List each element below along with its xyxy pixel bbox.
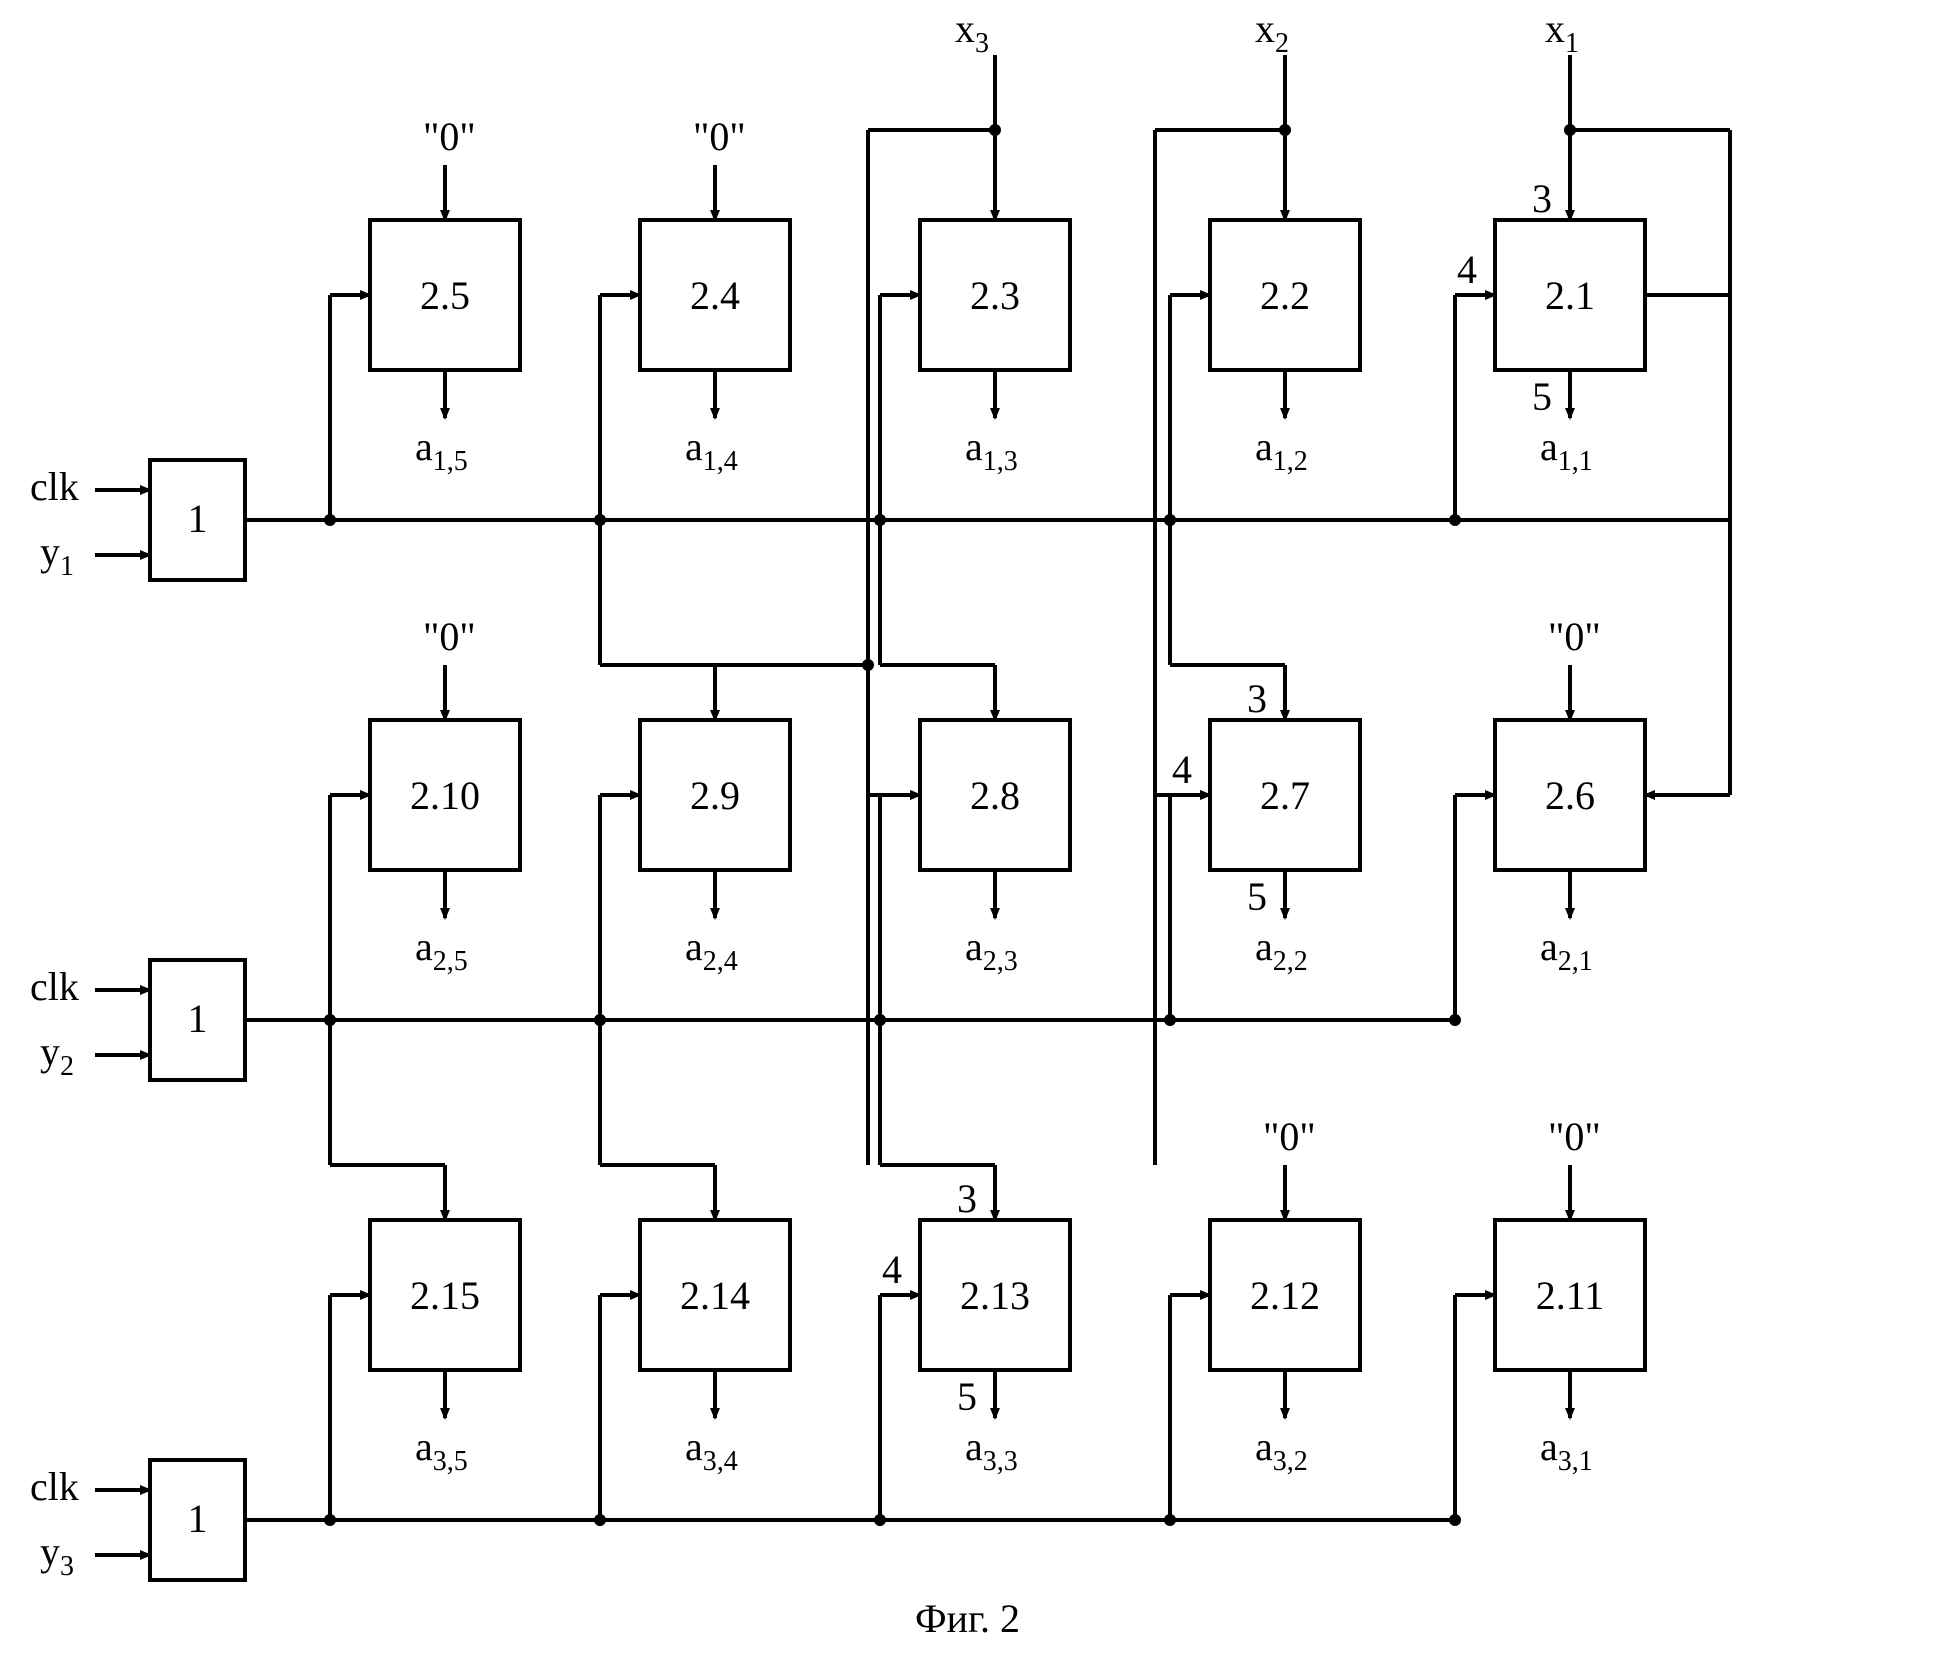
svg-text:4: 4	[1172, 747, 1192, 792]
svg-text:clk: clk	[30, 964, 79, 1009]
svg-text:"0": "0"	[1548, 1114, 1601, 1159]
svg-text:"0": "0"	[1263, 1114, 1316, 1159]
svg-text:2.8: 2.8	[970, 773, 1020, 818]
svg-text:clk: clk	[30, 464, 79, 509]
svg-text:2.11: 2.11	[1536, 1273, 1605, 1318]
svg-text:2.14: 2.14	[680, 1273, 750, 1318]
svg-text:2.6: 2.6	[1545, 773, 1595, 818]
svg-text:5: 5	[1247, 874, 1267, 919]
svg-text:3: 3	[957, 1176, 977, 1221]
svg-text:5: 5	[1532, 374, 1552, 419]
svg-text:2.7: 2.7	[1260, 773, 1310, 818]
svg-text:2.13: 2.13	[960, 1273, 1030, 1318]
svg-text:2.5: 2.5	[420, 273, 470, 318]
svg-text:"0": "0"	[693, 114, 746, 159]
svg-text:4: 4	[882, 1247, 902, 1292]
svg-text:1: 1	[188, 996, 208, 1041]
svg-text:Фиг. 2: Фиг. 2	[915, 1596, 1020, 1641]
svg-text:2.4: 2.4	[690, 273, 740, 318]
svg-text:"0": "0"	[423, 614, 476, 659]
svg-text:clk: clk	[30, 1464, 79, 1509]
svg-text:1: 1	[188, 1496, 208, 1541]
svg-text:2.12: 2.12	[1250, 1273, 1320, 1318]
svg-text:2.10: 2.10	[410, 773, 480, 818]
svg-text:2.1: 2.1	[1545, 273, 1595, 318]
svg-text:1: 1	[188, 496, 208, 541]
svg-text:"0": "0"	[423, 114, 476, 159]
svg-text:2.15: 2.15	[410, 1273, 480, 1318]
svg-text:2.2: 2.2	[1260, 273, 1310, 318]
svg-text:2.9: 2.9	[690, 773, 740, 818]
svg-text:3: 3	[1247, 676, 1267, 721]
svg-text:2.3: 2.3	[970, 273, 1020, 318]
svg-text:5: 5	[957, 1374, 977, 1419]
svg-text:4: 4	[1457, 247, 1477, 292]
svg-text:"0": "0"	[1548, 614, 1601, 659]
svg-text:3: 3	[1532, 176, 1552, 221]
